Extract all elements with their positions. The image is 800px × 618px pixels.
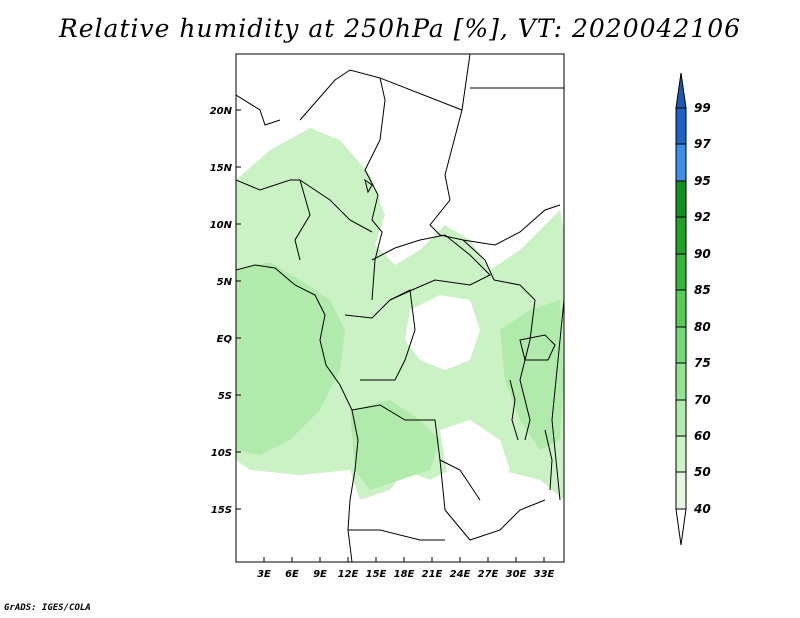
- border-sudan-south-sudan: [462, 204, 561, 246]
- colorbar-label: 70: [694, 393, 711, 407]
- border-north-main: [299, 69, 386, 301]
- colorbar-label: 97: [694, 137, 711, 151]
- latitude-axis: 20N 15N 10N 5N EQ 5S 10S 15S: [210, 106, 241, 516]
- coastline-west-africa: [236, 264, 359, 562]
- lon-tick-label: 15E: [366, 569, 387, 580]
- grads-credit: GrADS: IGES/COLA: [4, 603, 91, 613]
- lon-tick-label: 27E: [478, 569, 499, 580]
- border-drc-east: [493, 279, 536, 441]
- lon-tick-label: 21E: [422, 569, 443, 580]
- colorbar-segment-70-75: [676, 363, 686, 400]
- longitude-axis: 3E 6E 9E 12E 15E 18E 21E 24E 27E 30E 33E: [257, 557, 555, 580]
- colorbar-label: 50: [694, 465, 711, 479]
- colorbar-label: 92: [694, 210, 711, 224]
- border-mauritania-mali: [236, 94, 281, 126]
- lat-tick-label: 20N: [210, 106, 233, 117]
- border-chad-sudan: [429, 109, 495, 281]
- border-namibia: [348, 529, 445, 541]
- lake-tanganyika: [509, 379, 519, 441]
- border-angola: [351, 404, 481, 501]
- colorbar-segment-60-70: [676, 400, 686, 436]
- colorbar-segment-97-99: [676, 108, 686, 144]
- colorbar-label: 80: [694, 320, 711, 334]
- map-title: Relative humidity at 250hPa [%], VT: 202…: [58, 14, 742, 43]
- border-cameroon: [299, 179, 373, 233]
- colorbar-segment-40-50: [676, 472, 686, 509]
- coastline-east-africa: [551, 299, 564, 501]
- colorbar-segment-95-97: [676, 144, 686, 181]
- colorbar-label: 95: [694, 174, 711, 188]
- colorbar-outline: [675, 107, 687, 510]
- border-libya-egypt: [379, 54, 471, 111]
- lon-tick-label: 24E: [450, 569, 471, 580]
- lon-tick-label: 6E: [285, 569, 299, 580]
- lat-tick-label: 15N: [210, 163, 233, 174]
- lat-tick-label: 10N: [210, 220, 233, 231]
- colorbar-segment-90-92: [676, 217, 686, 254]
- lat-tick-label: 15S: [211, 505, 232, 516]
- lon-tick-label: 3E: [257, 569, 271, 580]
- colorbar-label: 90: [694, 247, 711, 261]
- coastlines-borders: [236, 54, 564, 562]
- lat-tick-label: 5N: [217, 277, 233, 288]
- lat-tick-label: 5S: [218, 391, 232, 402]
- lon-tick-label: 33E: [534, 569, 555, 580]
- colorbar-segment-85-90: [676, 254, 686, 290]
- border-west-africa-nigeria: [236, 179, 311, 261]
- colorbar-label: 99: [694, 101, 711, 115]
- colorbar-label: 40: [693, 502, 711, 516]
- colorbar-label: 85: [694, 283, 711, 297]
- lake-malawi: [544, 429, 553, 491]
- colorbar-segment-50-60: [676, 436, 686, 472]
- colorbar-bottom-arrow: [675, 508, 687, 546]
- map-frame: [235, 53, 565, 563]
- colorbar-segment-92-95: [676, 181, 686, 217]
- lon-tick-label: 30E: [506, 569, 527, 580]
- humidity-contour-west-inner: [236, 262, 345, 455]
- humidity-contour-south: [350, 400, 440, 490]
- border-zambia: [439, 459, 546, 541]
- colorbar-segment-80-85: [676, 290, 686, 327]
- humidity-dry-patch-south: [440, 420, 510, 500]
- border-congo-drc: [344, 289, 416, 381]
- border-car: [371, 234, 491, 301]
- lat-tick-label: EQ: [217, 334, 233, 345]
- colorbar-label: 75: [694, 356, 711, 370]
- colorbar: 99 97 95 92 90 85 80 75 70 60 50 40: [675, 72, 711, 546]
- lon-tick-label: 12E: [338, 569, 359, 580]
- colorbar-label: 60: [694, 429, 711, 443]
- colorbar-segment-75-80: [676, 327, 686, 363]
- lake-victoria: [519, 334, 556, 361]
- humidity-field: [236, 128, 564, 500]
- lon-tick-label: 9E: [313, 569, 327, 580]
- lat-tick-label: 10S: [211, 448, 232, 459]
- lake-chad: [364, 178, 373, 194]
- lon-tick-label: 18E: [394, 569, 415, 580]
- colorbar-dividers: [676, 143, 686, 473]
- humidity-dry-patch-center: [405, 295, 480, 370]
- colorbar-top-arrow: [675, 72, 687, 109]
